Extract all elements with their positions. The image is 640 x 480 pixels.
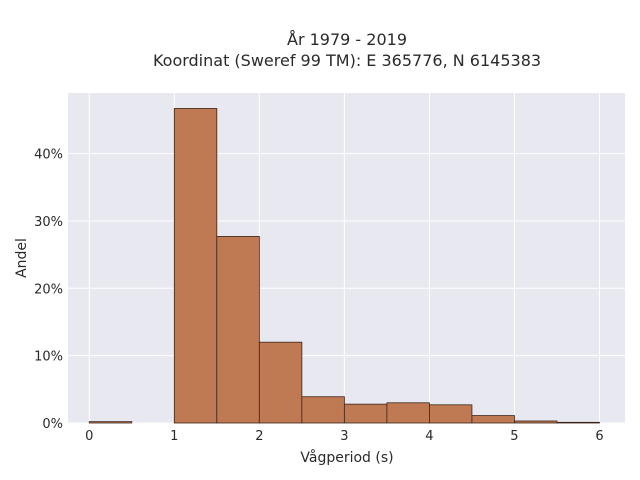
x-axis-ticks: 0 1 2 3 4 5 6 (85, 429, 604, 444)
histogram-bar (386, 402, 430, 424)
x-tick-label: 1 (170, 429, 178, 444)
x-tick-label: 6 (595, 429, 603, 444)
histogram-bar (173, 108, 218, 424)
y-tick-label: 10% (34, 350, 63, 365)
x-axis-label: Vågperiod (s) (300, 449, 393, 466)
histogram-bar (343, 403, 388, 424)
x-tick-label: 0 (85, 429, 93, 444)
chart-title-line-1: År 1979 - 2019 (287, 30, 407, 49)
grid-lines (68, 93, 625, 424)
histogram-bar (216, 236, 260, 424)
histogram-bar (258, 341, 303, 424)
histogram-bar (301, 396, 345, 424)
histogram-bar (556, 421, 600, 424)
histogram-bar (429, 404, 473, 424)
histogram-bar (88, 421, 133, 424)
bars (88, 108, 600, 424)
x-tick-label: 3 (340, 429, 348, 444)
y-axis-ticks: 0% 10% 20% 30% 40% (34, 148, 63, 432)
chart-title-line-2: Koordinat (Sweref 99 TM): E 365776, N 61… (153, 51, 541, 70)
y-tick-label: 30% (34, 215, 63, 230)
x-tick-label: 5 (510, 429, 518, 444)
y-tick-label: 0% (42, 417, 63, 432)
y-axis-label: Andel (14, 238, 30, 278)
y-tick-label: 40% (34, 148, 63, 163)
x-tick-label: 2 (255, 429, 263, 444)
y-tick-label: 20% (34, 282, 63, 297)
x-tick-label: 4 (425, 429, 433, 444)
histogram-bar (514, 420, 558, 424)
histogram-bar (471, 415, 515, 424)
plot-area (68, 93, 625, 423)
